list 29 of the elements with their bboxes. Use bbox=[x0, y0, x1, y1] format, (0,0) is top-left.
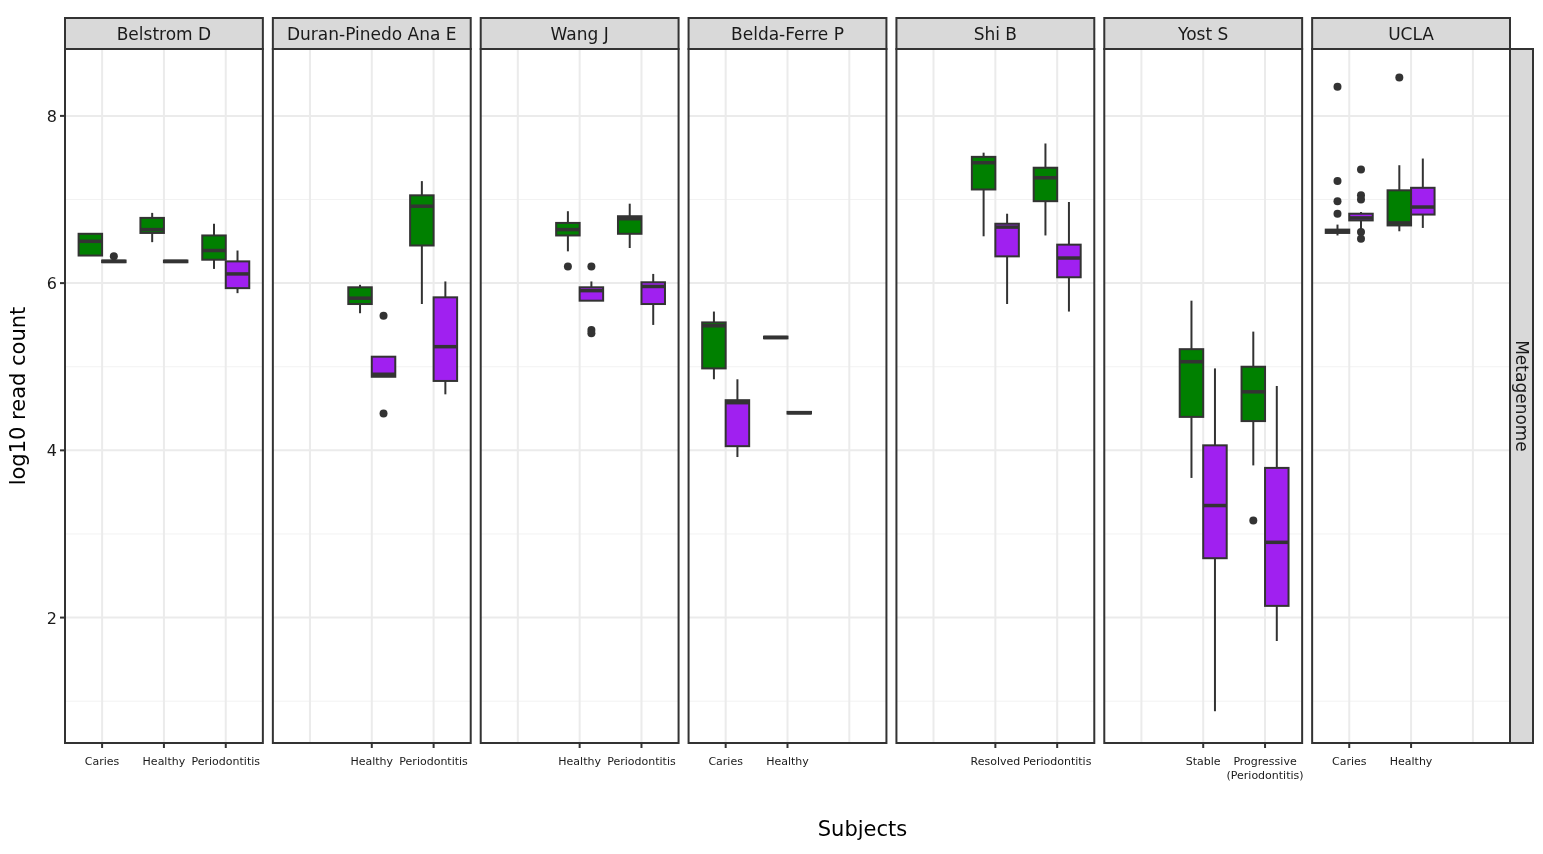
chart-title: Duran-Pinedo Ana E bbox=[287, 23, 457, 44]
x-tick-label: Healthy bbox=[1389, 755, 1433, 768]
x-axis-title: Subjects bbox=[817, 817, 908, 841]
y-tick-label: 2 bbox=[46, 608, 57, 628]
chart-title: Belda-Ferre P bbox=[731, 23, 844, 44]
x-tick-label: Periodontitis bbox=[1022, 755, 1092, 768]
x-tick-label: Periodontitis bbox=[607, 755, 676, 768]
x-tick-label: Healthy bbox=[350, 755, 394, 768]
x-tick-label: Healthy bbox=[558, 755, 602, 768]
y-axis-title: log10 read count bbox=[6, 306, 30, 486]
chart-title: Wang J bbox=[550, 23, 609, 44]
x-tick-label: Healthy bbox=[142, 755, 186, 768]
x-tick-label: Progressive (Periodontitis) bbox=[1226, 755, 1304, 782]
chart-title: UCLA bbox=[1388, 23, 1435, 44]
chart-title: Belstrom D bbox=[116, 23, 212, 44]
x-tick-label: Stable bbox=[1185, 755, 1221, 768]
chart-title: Shi B bbox=[973, 23, 1018, 44]
x-tick-label: Caries bbox=[708, 755, 744, 768]
text: Metagenome bbox=[1512, 340, 1532, 452]
x-tick-label: Caries bbox=[84, 755, 120, 768]
x-tick-label: Resolved bbox=[970, 755, 1021, 768]
x-tick-label: Periodontitis bbox=[191, 755, 261, 768]
y-tick-label: 4 bbox=[46, 441, 57, 461]
chart-title: Yost S bbox=[1177, 23, 1229, 44]
y-tick-label: 6 bbox=[46, 274, 57, 294]
y-tick-label: 8 bbox=[46, 106, 57, 126]
x-tick-label: Periodontitis bbox=[399, 755, 469, 768]
x-tick-label: Healthy bbox=[766, 755, 810, 768]
x-tick-label: Caries bbox=[1331, 755, 1367, 768]
